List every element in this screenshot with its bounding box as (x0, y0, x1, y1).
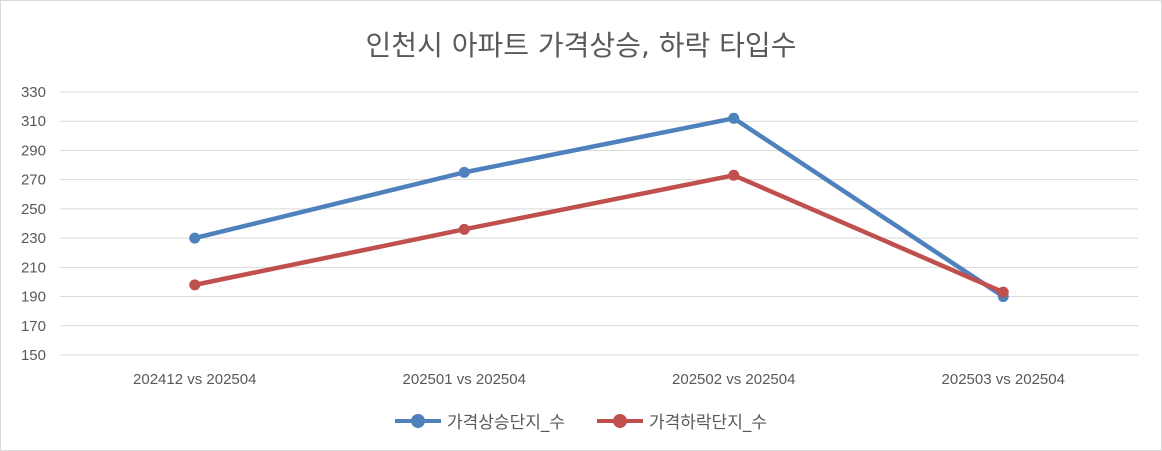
x-tick-label: 202412 vs 202504 (133, 371, 256, 388)
legend-swatch-series-1 (395, 413, 442, 428)
data-point (728, 112, 740, 124)
data-point (458, 223, 470, 235)
data-point (189, 232, 201, 244)
legend-item-series-1: 가격상승단지_수 (395, 408, 565, 433)
y-tick-label: 270 (21, 172, 46, 189)
legend-label-series-1: 가격상승단지_수 (447, 413, 565, 433)
y-tick-label: 310 (21, 113, 46, 130)
data-point (189, 279, 201, 291)
series-line-1 (192, 116, 1006, 299)
series-line-2 (192, 173, 1006, 295)
y-tick-label: 330 (21, 84, 46, 101)
legend-swatch-series-2 (597, 413, 643, 428)
y-tick-label: 170 (21, 318, 46, 335)
y-tick-label: 190 (21, 289, 46, 306)
legend-item-series-2: 가격하락단지_수 (597, 408, 767, 433)
y-tick-label: 250 (21, 201, 46, 218)
x-tick-label: 202503 vs 202504 (942, 371, 1065, 388)
y-tick-label: 290 (21, 142, 46, 159)
x-tick-label: 202502 vs 202504 (672, 371, 795, 388)
legend: 가격상승단지_수 가격하락단지_수 (0, 408, 1162, 433)
data-point (458, 166, 470, 178)
y-tick-label: 230 (21, 230, 46, 247)
chart-title: 인천시 아파트 가격상승, 하락 타입수 (365, 29, 797, 62)
y-tick-label: 210 (21, 259, 46, 276)
data-point (997, 286, 1009, 298)
x-tick-label: 202501 vs 202504 (403, 371, 526, 388)
legend-label-series-2: 가격하락단지_수 (649, 413, 767, 433)
data-point (728, 169, 740, 181)
y-tick-label: 150 (21, 347, 46, 364)
